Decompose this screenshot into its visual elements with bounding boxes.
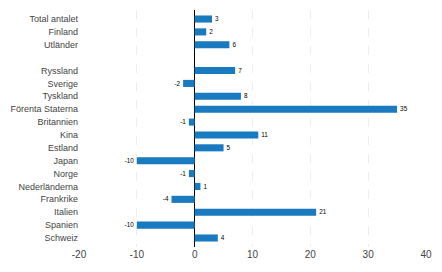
svg-text:Tyskland: Tyskland	[42, 91, 78, 101]
svg-text:10: 10	[247, 249, 259, 260]
svg-text:-2: -2	[174, 80, 180, 87]
svg-text:5: 5	[227, 144, 231, 151]
svg-text:30: 30	[363, 249, 375, 260]
svg-text:Schweiz: Schweiz	[44, 233, 78, 243]
svg-text:-10: -10	[130, 249, 145, 260]
svg-text:Estland: Estland	[48, 143, 78, 153]
svg-text:Förenta Staterna: Förenta Staterna	[10, 104, 78, 114]
svg-text:Utländer: Utländer	[44, 40, 78, 50]
svg-text:Norge: Norge	[53, 169, 78, 179]
svg-text:40: 40	[420, 249, 432, 260]
svg-text:Japan: Japan	[53, 156, 78, 166]
svg-text:20: 20	[305, 249, 317, 260]
svg-text:Ryssland: Ryssland	[41, 66, 78, 76]
svg-text:8: 8	[244, 92, 248, 99]
svg-text:6: 6	[232, 41, 236, 48]
svg-text:11: 11	[261, 131, 268, 138]
svg-text:-1: -1	[180, 170, 186, 177]
svg-text:2: 2	[209, 28, 213, 35]
svg-text:-10: -10	[125, 221, 135, 228]
svg-text:Finland: Finland	[48, 27, 78, 37]
svg-text:-20: -20	[72, 249, 87, 260]
svg-text:Kina: Kina	[60, 130, 78, 140]
svg-text:0: 0	[192, 249, 198, 260]
svg-text:-1: -1	[180, 118, 186, 125]
svg-text:4: 4	[221, 234, 225, 241]
svg-text:-10: -10	[125, 157, 135, 164]
svg-text:Frankrike: Frankrike	[40, 194, 78, 204]
svg-text:Spanien: Spanien	[45, 220, 78, 230]
svg-text:Britannien: Britannien	[37, 117, 78, 127]
svg-text:Nederländerna: Nederländerna	[18, 182, 78, 192]
svg-text:21: 21	[319, 208, 327, 215]
svg-text:35: 35	[400, 105, 408, 112]
svg-text:Italien: Italien	[54, 207, 78, 217]
svg-text:3: 3	[215, 15, 219, 22]
svg-text:Total antalet: Total antalet	[29, 14, 78, 24]
svg-text:1: 1	[203, 183, 207, 190]
svg-text:7: 7	[238, 67, 242, 74]
svg-text:-4: -4	[163, 195, 169, 202]
svg-text:Sverige: Sverige	[47, 79, 78, 89]
